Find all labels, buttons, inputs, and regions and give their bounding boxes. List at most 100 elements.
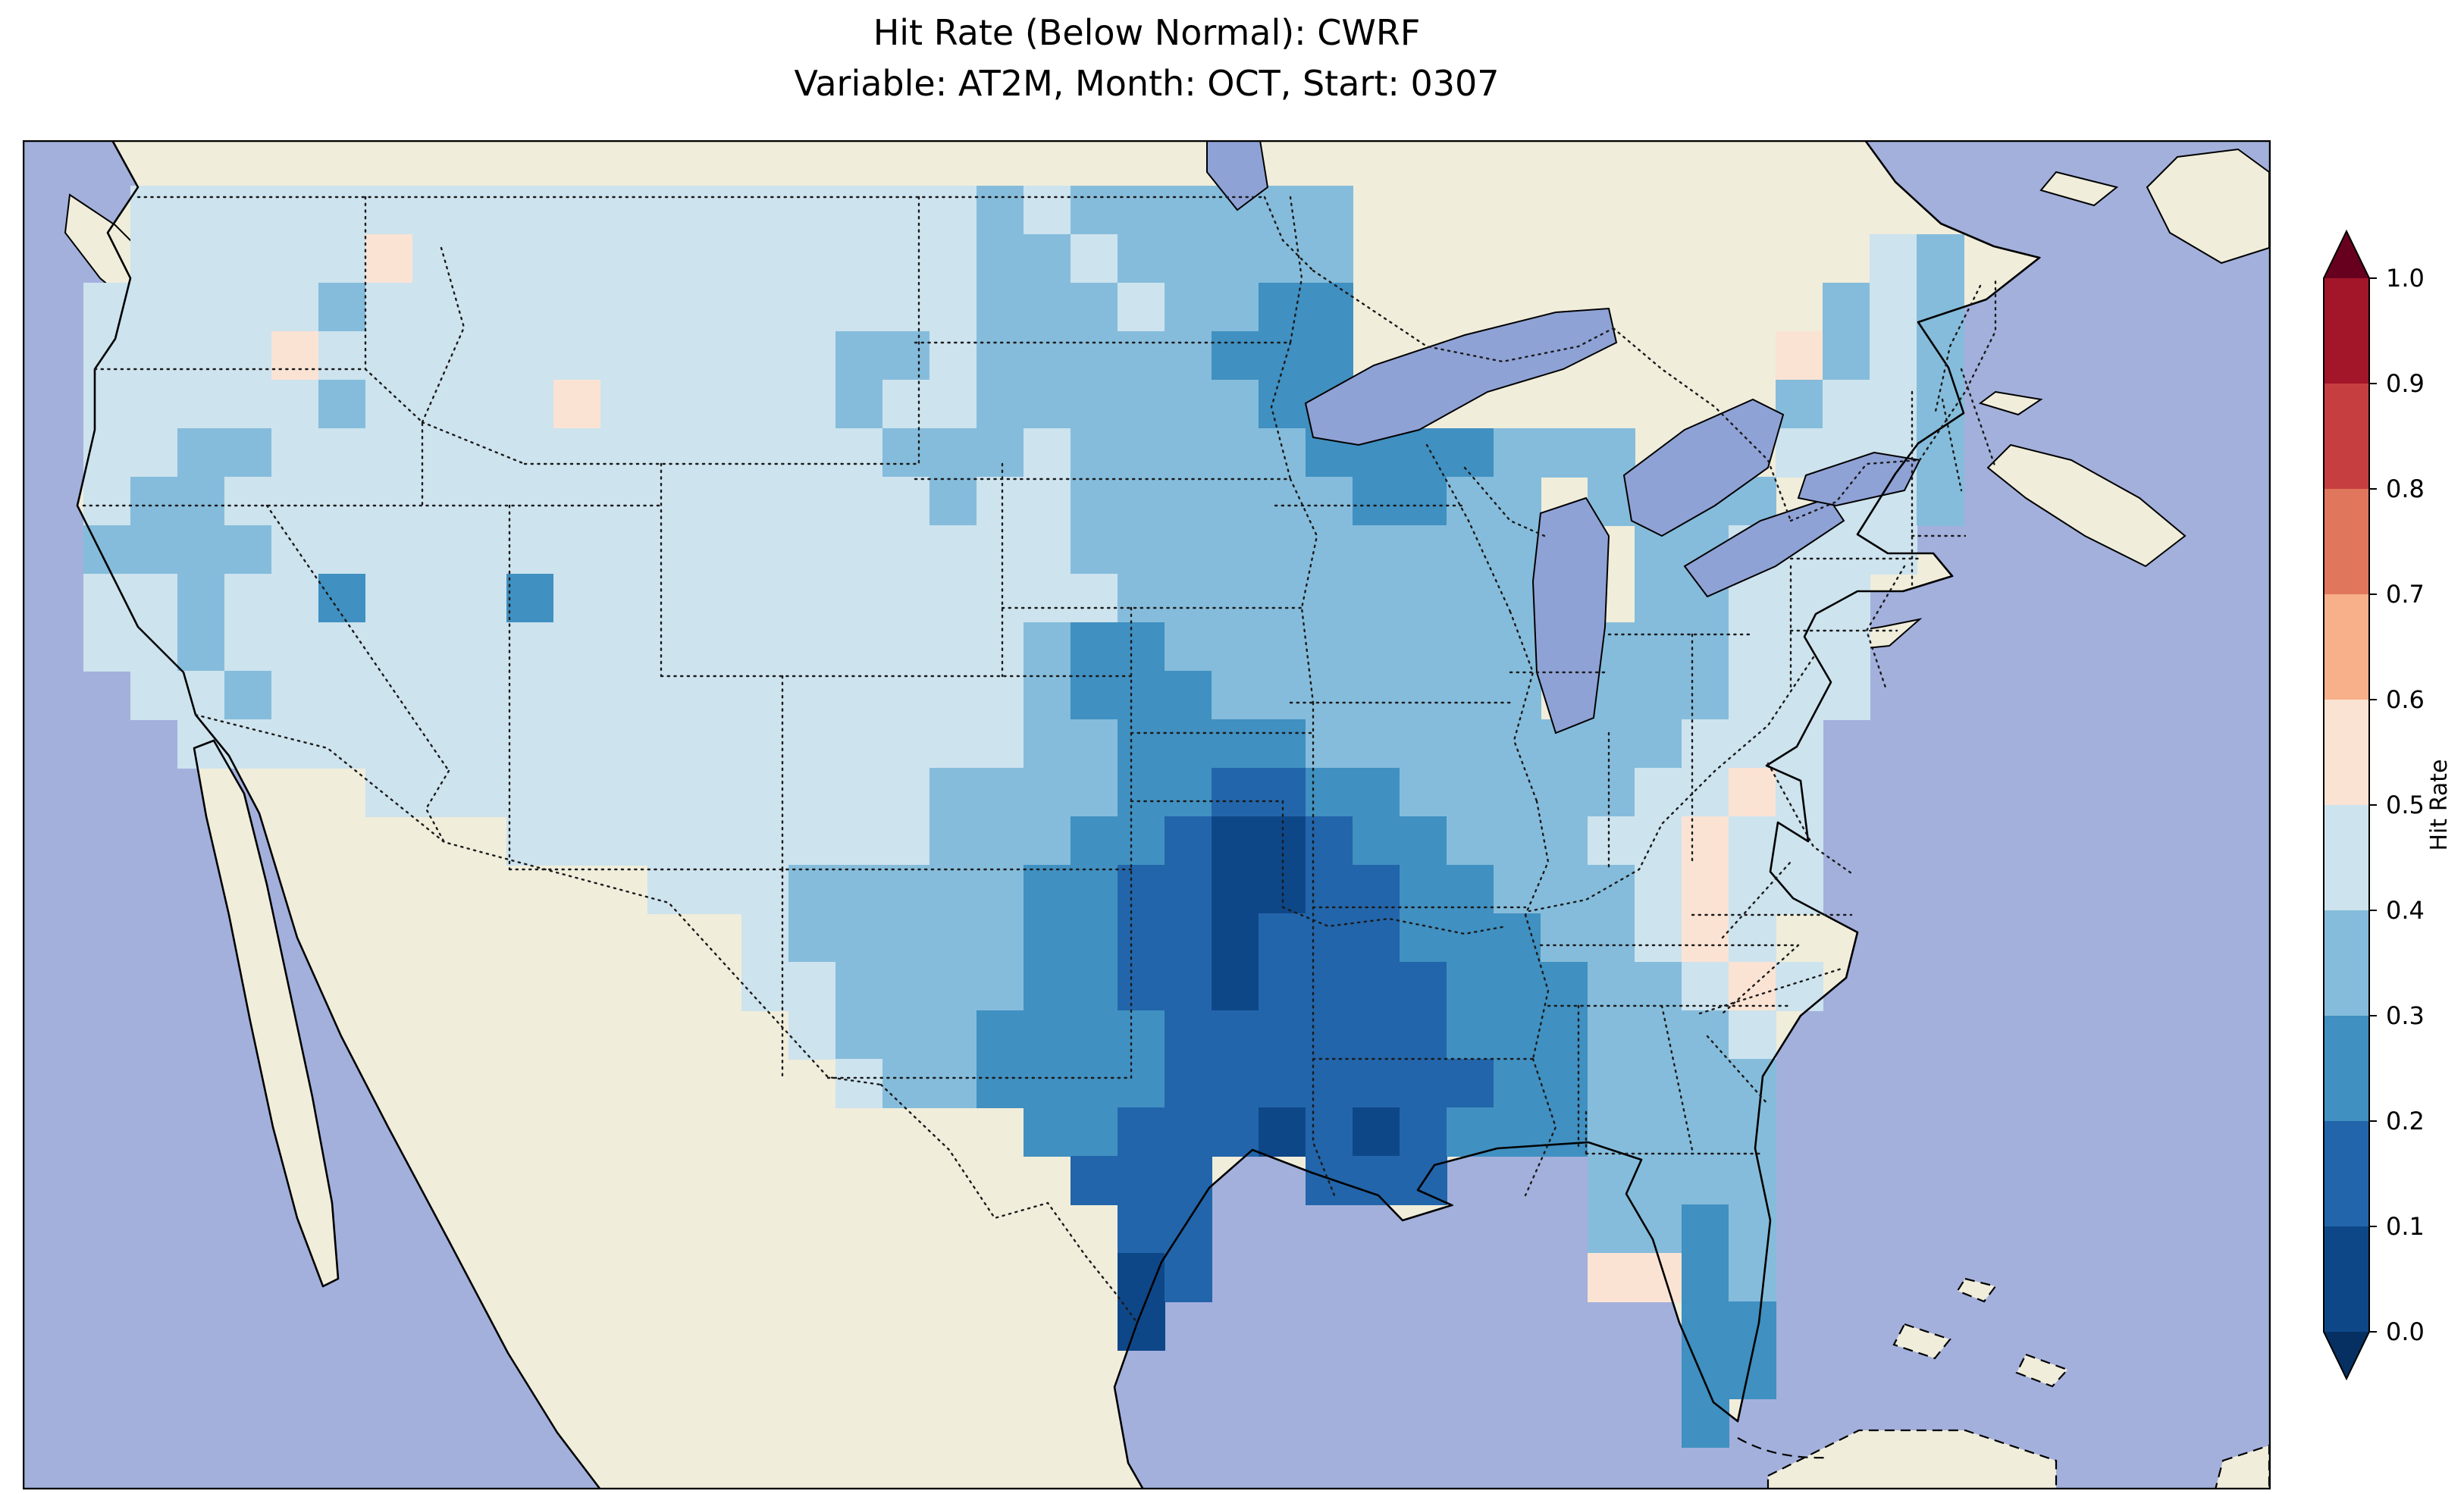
colorbar-tick-label: 0.1 xyxy=(2386,1212,2425,1241)
heatmap-cell xyxy=(224,186,272,235)
heatmap-cell xyxy=(1588,962,1635,1011)
colorbar-tick-label: 0.0 xyxy=(2386,1317,2425,1346)
heatmap-cell xyxy=(1870,283,1917,332)
heatmap-cell xyxy=(506,671,554,720)
heatmap-cell xyxy=(1212,331,1259,381)
heatmap-cell xyxy=(1776,671,1823,720)
heatmap-cell xyxy=(1306,477,1353,526)
heatmap-cell xyxy=(318,283,366,332)
heatmap-cell xyxy=(835,477,883,526)
heatmap-cell xyxy=(83,428,131,478)
heatmap-cell xyxy=(882,574,930,623)
heatmap-cell xyxy=(600,768,648,817)
heatmap-cell xyxy=(741,913,789,963)
heatmap-cell xyxy=(506,428,554,478)
heatmap-cell xyxy=(788,380,836,429)
heatmap-cell xyxy=(224,525,272,575)
heatmap-cell xyxy=(1682,865,1729,914)
heatmap-cell xyxy=(271,525,319,575)
heatmap-cell xyxy=(1306,331,1353,381)
heatmap-cell xyxy=(882,768,930,817)
heatmap-cell xyxy=(1635,1204,1682,1254)
hispaniola xyxy=(2214,1444,2271,1489)
heatmap-cell xyxy=(553,186,601,235)
heatmap-cell xyxy=(788,1010,836,1060)
heatmap-cell xyxy=(1494,1059,1541,1108)
heatmap-cell xyxy=(1588,768,1635,817)
heatmap-cell xyxy=(83,380,131,429)
heatmap-cell xyxy=(835,428,883,478)
heatmap-cell xyxy=(1118,331,1165,381)
heatmap-cell xyxy=(1635,1156,1682,1205)
heatmap-cell xyxy=(1024,719,1071,769)
heatmap-cell xyxy=(1400,1059,1447,1108)
heatmap-cell xyxy=(224,574,272,623)
heatmap-cell xyxy=(1212,283,1259,332)
heatmap-cell xyxy=(741,477,789,526)
heatmap-cell xyxy=(1776,816,1823,866)
heatmap-cell xyxy=(365,525,413,575)
heatmap-cell xyxy=(882,962,930,1011)
prince-edward-island xyxy=(1978,390,2043,416)
heatmap-cell xyxy=(835,331,883,381)
heatmap-cell xyxy=(1259,574,1306,623)
heatmap-cell xyxy=(459,234,507,283)
heatmap-cell xyxy=(130,428,178,478)
heatmap-cell xyxy=(1071,380,1118,429)
heatmap-cell xyxy=(1400,768,1447,817)
heatmap-cell xyxy=(929,477,977,526)
heatmap-cell xyxy=(1635,816,1682,866)
heatmap-cell xyxy=(1541,1010,1588,1060)
colorbar-tick-label: 0.4 xyxy=(2386,896,2425,925)
heatmap-cell xyxy=(130,331,178,381)
bahamas-island-1 xyxy=(1892,1323,1951,1360)
heatmap-cell xyxy=(1776,380,1823,429)
heatmap-cell xyxy=(694,719,742,769)
heatmap-cell xyxy=(1541,962,1588,1011)
heatmap-cell xyxy=(1353,816,1400,866)
heatmap-cell xyxy=(271,622,319,672)
heatmap-cell xyxy=(412,622,460,672)
heatmap-cell xyxy=(694,574,742,623)
heatmap-cell xyxy=(1447,525,1494,575)
heatmap-cell xyxy=(318,671,366,720)
heatmap-cell xyxy=(1729,1253,1776,1302)
heatmap-cell xyxy=(741,962,789,1011)
colorbar-axis-label: Hit Rate xyxy=(2426,760,2453,851)
heatmap-cell xyxy=(1541,1107,1588,1157)
heatmap-cell xyxy=(1165,428,1212,478)
heatmap-cell xyxy=(1729,1301,1776,1351)
heatmap-cell xyxy=(694,671,742,720)
heatmap-cell xyxy=(1212,574,1259,623)
heatmap-cell xyxy=(1165,1253,1212,1302)
heatmap-cell xyxy=(1447,719,1494,769)
heatmap-cell xyxy=(1071,913,1118,963)
heatmap-cell xyxy=(1024,283,1071,332)
heatmap-cell xyxy=(1729,622,1776,672)
us-mexico-border xyxy=(194,713,1139,1324)
heatmap-cell xyxy=(882,622,930,672)
heatmap-cell xyxy=(1071,1107,1118,1157)
heatmap-cell xyxy=(459,428,507,478)
heatmap-cell xyxy=(506,768,554,817)
heatmap-cells xyxy=(83,186,1964,1448)
heatmap-cell xyxy=(1259,962,1306,1011)
heatmap-cell xyxy=(1729,1107,1776,1157)
heatmap-cell xyxy=(882,380,930,429)
heatmap-cell xyxy=(1165,816,1212,866)
heatmap-cell xyxy=(459,331,507,381)
heatmap-cell xyxy=(1682,816,1729,866)
heatmap-cell xyxy=(1635,1253,1682,1302)
heatmap-cell xyxy=(1823,331,1870,381)
heatmap-cell xyxy=(929,234,977,283)
heatmap-cell xyxy=(1212,1107,1259,1157)
heatmap-cell xyxy=(1165,234,1212,283)
heatmap-cell xyxy=(1447,477,1494,526)
heatmap-cell xyxy=(600,186,648,235)
heatmap-cell xyxy=(1024,816,1071,866)
heatmap-cell xyxy=(506,574,554,623)
heatmap-cell xyxy=(882,1010,930,1060)
heatmap-cell xyxy=(459,380,507,429)
heatmap-cell xyxy=(506,525,554,575)
heatmap-cell xyxy=(1870,331,1917,381)
